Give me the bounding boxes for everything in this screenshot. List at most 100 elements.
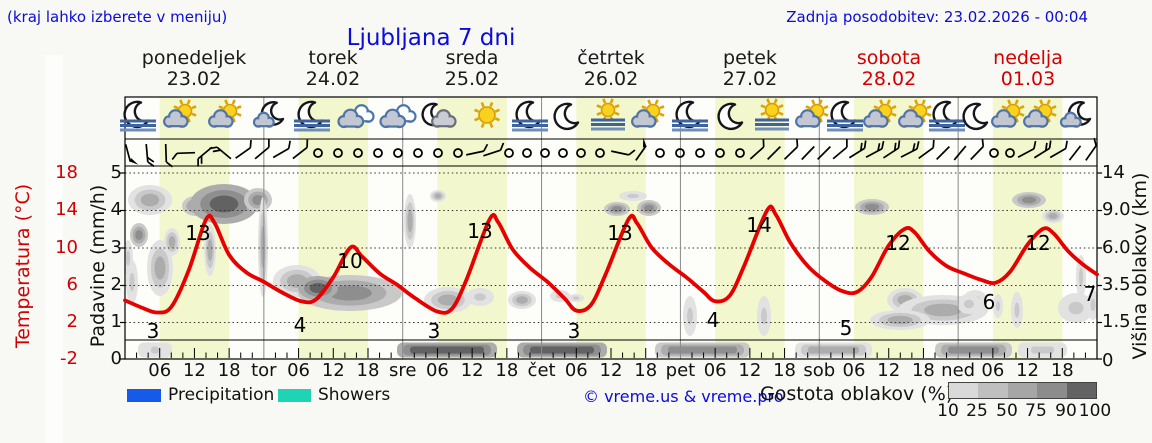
svg-text:4: 4 (707, 308, 720, 332)
moon-icon (962, 102, 989, 131)
day-name: sobota (856, 47, 922, 69)
svg-text:06: 06 (565, 360, 588, 381)
svg-text:4: 4 (294, 313, 307, 337)
showers-legend-label: Showers (318, 385, 391, 405)
sun-fog-icon (591, 98, 625, 131)
sun-cloud-icon (991, 99, 1025, 128)
svg-text:18: 18 (912, 360, 935, 381)
svg-text:06: 06 (287, 360, 310, 381)
moon-cloud-icon (1059, 101, 1092, 128)
precip-tick: 4 (110, 199, 122, 220)
moon-cloud-icon (252, 101, 285, 128)
day-header-wednesday: sreda 25.02 (412, 48, 532, 90)
time-axis: 06 12 18 06 12 18 06 12 18 06 12 18 06 12 18 06 12 18 06 12… (136, 348, 1086, 381)
day-date: 26.02 (583, 68, 639, 90)
plot-frame (120, 96, 1102, 360)
svg-text:18: 18 (773, 360, 796, 381)
density-tick: 75 (1025, 401, 1047, 421)
sun-cloud-icon (795, 99, 829, 128)
day-name: ponedeljek (141, 47, 247, 69)
credit-link[interactable]: © vreme.us & vreme.pro (583, 387, 784, 406)
temp-tick: 6 (66, 274, 78, 295)
height-tick: 0 (1102, 350, 1114, 371)
wind-barbs-row (124, 137, 1097, 168)
temperature-curve (123, 204, 1099, 315)
showers-swatch (278, 389, 311, 402)
svg-text:3: 3 (147, 319, 160, 343)
day-name: četrtek (577, 47, 645, 69)
svg-text:18: 18 (218, 360, 241, 381)
sun-cloud-icon (1023, 99, 1057, 128)
precip-tick: 1 (110, 311, 122, 332)
svg-text:06: 06 (981, 360, 1004, 381)
svg-text:12: 12 (183, 360, 206, 381)
svg-text:12: 12 (1025, 231, 1050, 255)
temp-value-labels: 13 10 13 13 14 12 12 3 4 3 3 4 5 6 7 (147, 213, 1097, 343)
cloud-moon-icon (421, 102, 457, 128)
svg-text:pet: pet (666, 360, 696, 381)
svg-text:12: 12 (322, 360, 345, 381)
day-header-sunday: nedelja 01.03 (968, 48, 1088, 90)
moon-icon (717, 102, 744, 131)
svg-text:13: 13 (185, 221, 210, 245)
height-tick: 3.5 (1102, 274, 1131, 295)
precip-tick: 5 (110, 162, 122, 183)
cloud-density-scale (948, 382, 1097, 399)
page-title: Ljubljana 7 dni (346, 25, 516, 51)
cloud-density-legend-title: Gostota oblakov (%) (760, 383, 954, 405)
height-tick: 9.0 (1102, 199, 1131, 220)
sun-cloud-icon (863, 99, 897, 128)
fog-strip (138, 342, 1067, 358)
density-scale-segment (949, 383, 979, 398)
svg-text:18: 18 (634, 360, 657, 381)
day-name: petek (723, 47, 777, 69)
sun-cloud-icon (898, 99, 932, 128)
svg-text:06: 06 (148, 360, 171, 381)
svg-text:12: 12 (885, 231, 910, 255)
sun-cloud-icon (208, 99, 242, 128)
day-date: 01.03 (1000, 68, 1056, 90)
moon-fog-icon (827, 100, 863, 132)
svg-text:12: 12 (738, 360, 761, 381)
svg-text:13: 13 (607, 221, 632, 245)
day-name: sreda (445, 47, 499, 69)
svg-text:sob: sob (803, 360, 835, 381)
density-scale-segment (978, 383, 1008, 398)
density-tick: 90 (1055, 401, 1077, 421)
temp-tick: 10 (55, 237, 78, 258)
svg-text:13: 13 (467, 219, 492, 243)
density-scale-segment (1066, 383, 1097, 398)
svg-text:18: 18 (495, 360, 518, 381)
moon-fog-icon (512, 100, 548, 132)
day-date: 24.02 (305, 68, 361, 90)
moon-icon (553, 102, 580, 131)
day-name: torek (308, 47, 358, 69)
day-name: nedelja (993, 47, 1063, 69)
cloud-icon (337, 104, 375, 129)
day-header-monday: ponedeljek 23.02 (134, 48, 254, 90)
svg-text:06: 06 (426, 360, 449, 381)
svg-text:7: 7 (1084, 282, 1097, 306)
day-header-thursday: četrtek 26.02 (551, 48, 671, 90)
svg-text:6: 6 (983, 290, 996, 314)
day-date: 27.02 (722, 68, 778, 90)
cloud-icon (379, 104, 417, 129)
svg-text:12: 12 (461, 360, 484, 381)
temp-tick: 2 (66, 311, 78, 332)
moon-fog-icon (294, 100, 330, 132)
svg-text:3: 3 (568, 319, 581, 343)
grid (125, 97, 1097, 359)
sun-fog-icon (755, 98, 789, 131)
svg-text:sre: sre (389, 360, 416, 381)
svg-text:10: 10 (337, 249, 362, 273)
density-tick: 100 (1078, 401, 1112, 421)
precip-tick: 3 (110, 237, 122, 258)
day-date: 23.02 (166, 68, 222, 90)
svg-text:ned: ned (941, 360, 975, 381)
svg-text:3: 3 (428, 319, 441, 343)
day-date: 25.02 (444, 68, 500, 90)
weather-icons-row (120, 98, 1092, 132)
precip-tick: 0 (110, 348, 122, 369)
last-update-text: Zadnja posodobitev: 23.02.2026 - 00:04 (786, 8, 1088, 26)
svg-text:06: 06 (843, 360, 866, 381)
